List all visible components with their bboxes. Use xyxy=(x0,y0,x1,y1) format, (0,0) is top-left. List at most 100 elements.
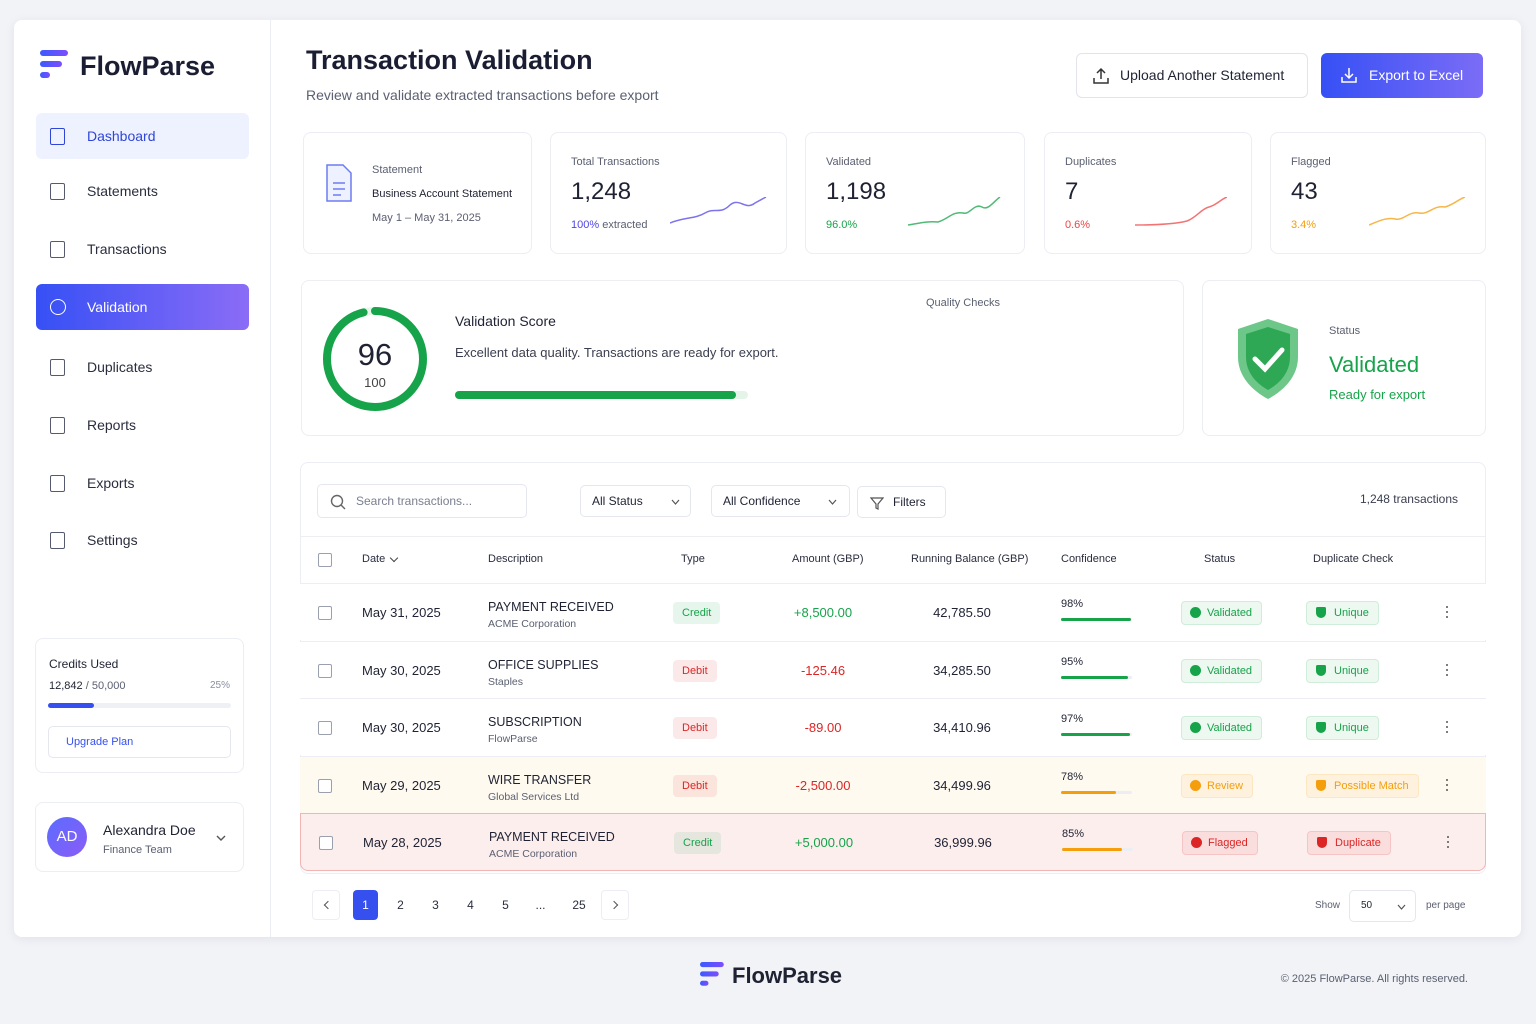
ring-value xyxy=(323,307,427,411)
stat-note: 100% extracted xyxy=(571,219,647,231)
stat-value: 43 xyxy=(1291,178,1318,205)
search-box[interactable]: Search transactions... xyxy=(317,484,527,518)
footer-brand: FlowParse xyxy=(732,963,843,988)
dot xyxy=(1447,846,1449,848)
page-title: Transaction Validation xyxy=(306,45,593,75)
running-balance: 42,785.50 xyxy=(933,605,991,620)
status-pill: Flagged xyxy=(1182,831,1258,855)
column-header[interactable]: Date xyxy=(362,553,386,565)
row-checkbox[interactable] xyxy=(319,836,333,850)
nav-label: Duplicates xyxy=(87,359,153,375)
row-menu[interactable] xyxy=(1446,721,1449,734)
chevron xyxy=(323,900,333,910)
copyright: © 2025 FlowParse. All rights reserved. xyxy=(1280,973,1468,985)
duplicate-icon xyxy=(1316,664,1326,676)
confidence-track xyxy=(1061,618,1132,621)
dot xyxy=(1446,731,1448,733)
amount: -2,500.00 xyxy=(795,777,851,793)
confidence-bar xyxy=(1061,675,1129,679)
date: May 30, 2025 xyxy=(362,662,441,678)
type-pill: Credit xyxy=(674,832,722,854)
page-button[interactable]: 1 xyxy=(353,890,378,920)
description: PAYMENT RECEIVED xyxy=(489,830,615,844)
shield-icon xyxy=(1238,319,1298,399)
date: May 29, 2025 xyxy=(362,777,441,793)
user-card[interactable]: AD Alexandra Doe Finance Team xyxy=(35,802,244,872)
select-all[interactable] xyxy=(318,553,332,567)
row-checkbox[interactable] xyxy=(318,778,332,793)
row-menu[interactable] xyxy=(1447,836,1450,849)
nav-item[interactable]: Duplicates xyxy=(36,344,249,390)
confidence-bar xyxy=(1061,790,1117,794)
nav-label: Dashboard xyxy=(87,128,156,144)
nav-item[interactable]: Settings xyxy=(36,517,249,563)
status-value: Validated xyxy=(1329,352,1420,377)
row-checkbox[interactable] xyxy=(318,606,332,620)
confidence: 97% xyxy=(1061,713,1084,725)
stat-card: Total Transactions 1,248 100% extracted xyxy=(550,132,787,254)
credits-total: / 50,000 xyxy=(85,680,126,692)
upgrade-button[interactable]: Upgrade Plan xyxy=(48,726,231,758)
dot xyxy=(1446,783,1448,786)
score-text: Excellent data quality. Transactions are… xyxy=(455,345,779,360)
stat-note: 0.6% xyxy=(1065,219,1090,231)
page-button[interactable]: 5 xyxy=(502,898,509,912)
row-menu[interactable] xyxy=(1446,663,1449,677)
duplicate-text: Possible Match xyxy=(1334,779,1409,792)
stat-value: 7 xyxy=(1065,178,1079,205)
nav-item[interactable]: Reports xyxy=(36,402,249,448)
amount: -89.00 xyxy=(804,720,842,735)
score-value: 96 xyxy=(357,337,393,372)
row-menu[interactable] xyxy=(1446,778,1449,792)
nav-item[interactable]: Exports xyxy=(36,460,249,506)
avatar: AD xyxy=(47,817,87,857)
dot xyxy=(1446,611,1448,613)
nav-icon xyxy=(50,532,65,549)
amount: +8,500.00 xyxy=(793,605,853,620)
confidence: 95% xyxy=(1061,655,1084,668)
duplicate-pill: Unique xyxy=(1306,601,1379,625)
column-header: Confidence xyxy=(1061,553,1117,565)
export-button[interactable]: Export to Excel xyxy=(1321,53,1483,98)
score-bar xyxy=(455,391,737,399)
page-button[interactable]: 2 xyxy=(397,898,404,912)
row-checkbox[interactable] xyxy=(318,721,332,735)
stat-note: 96.0% xyxy=(826,219,857,231)
nav-item[interactable]: Dashboard xyxy=(36,113,249,159)
nav-label: Exports xyxy=(87,475,135,491)
export-label: Export to Excel xyxy=(1369,67,1464,83)
page-button[interactable]: ... xyxy=(535,898,546,912)
duplicate-icon xyxy=(1316,607,1326,618)
row-menu[interactable] xyxy=(1446,606,1449,619)
nav-item[interactable]: Statements xyxy=(36,168,249,214)
row-checkbox[interactable] xyxy=(318,663,332,678)
upload-button[interactable]: Upload Another Statement xyxy=(1076,53,1308,98)
next-page[interactable] xyxy=(601,890,629,920)
page-button[interactable]: 3 xyxy=(432,898,439,912)
filters-button[interactable]: Filters xyxy=(857,486,946,518)
nav-item[interactable]: Validation xyxy=(36,284,249,330)
confidence-filter[interactable]: All Confidence xyxy=(711,485,850,517)
page-button[interactable]: 4 xyxy=(467,898,474,912)
score-ring xyxy=(323,307,427,411)
column-header: Status xyxy=(1204,553,1236,565)
type-pill: Debit xyxy=(673,774,717,797)
per-page-select[interactable]: 50 xyxy=(1349,890,1416,922)
status-pill: Validated xyxy=(1181,658,1263,683)
dot xyxy=(1446,721,1448,723)
search-placeholder: Search transactions... xyxy=(356,494,473,508)
statement-card: Statement Business Account Statement May… xyxy=(303,132,532,254)
confidence-track xyxy=(1061,675,1132,679)
stat-label: Total Transactions xyxy=(571,156,660,168)
nav-item[interactable]: Transactions xyxy=(36,226,249,272)
nav-icon xyxy=(50,183,65,200)
dot xyxy=(1446,673,1448,676)
nav-label: Settings xyxy=(87,532,138,548)
nav-icon xyxy=(50,241,65,258)
status-text: Validated xyxy=(1207,607,1253,619)
duplicate-text: Unique xyxy=(1334,664,1369,677)
duplicate-pill: Duplicate xyxy=(1307,831,1391,855)
prev-page[interactable] xyxy=(312,890,340,920)
page-button[interactable]: 25 xyxy=(572,898,586,912)
status-filter[interactable]: All Status xyxy=(580,485,691,517)
